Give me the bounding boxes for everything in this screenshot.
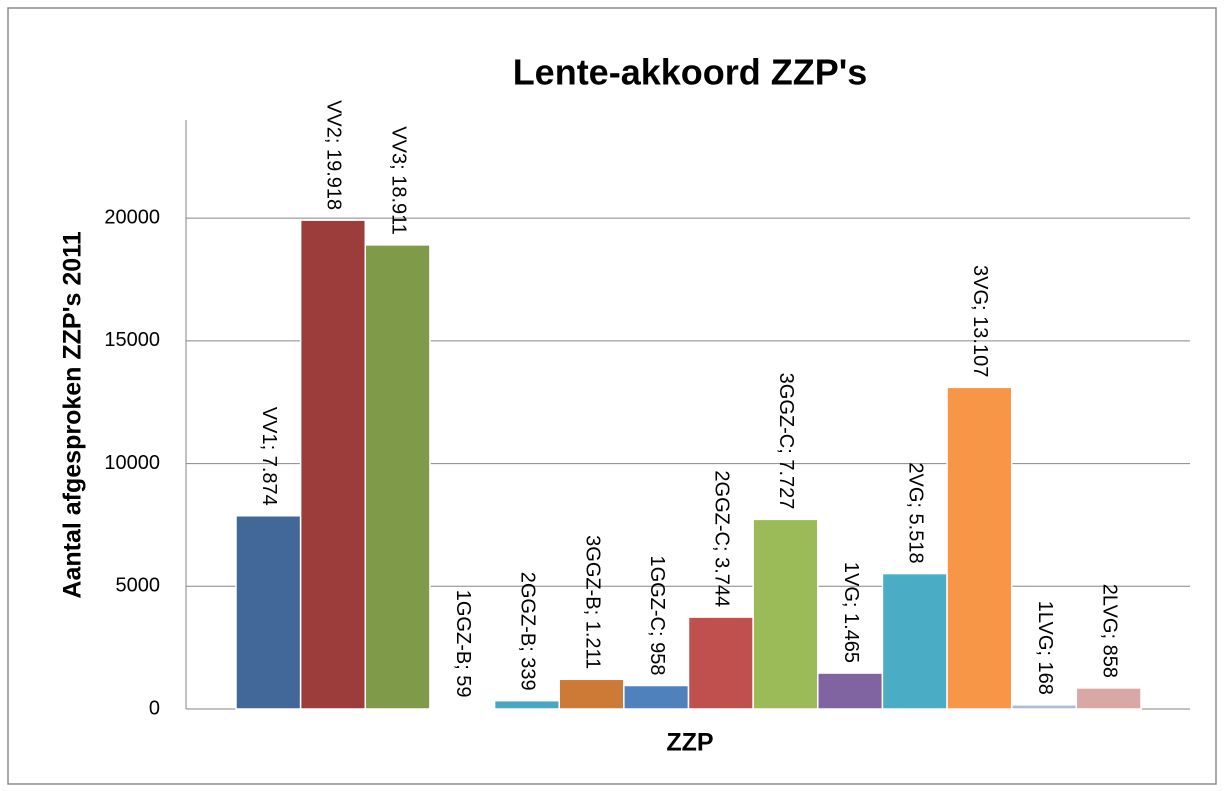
data-label: 3GGZ-B; 1.211 — [581, 535, 603, 669]
data-label: VV3; 18.911 — [387, 126, 409, 235]
bar — [299, 219, 367, 710]
bar — [687, 616, 754, 710]
data-label: 1LVG; 168 — [1034, 601, 1056, 695]
y-tick-label: 10000 — [104, 452, 160, 474]
chart-border — [7, 7, 1217, 785]
bar — [1075, 687, 1142, 710]
bar — [752, 518, 819, 710]
bar — [623, 684, 690, 710]
y-axis-label: Aantal afgesproken ZZP's 2011 — [59, 231, 87, 598]
y-tick-label: 20000 — [104, 206, 160, 228]
data-label: 3VG; 13.107 — [969, 265, 991, 377]
data-label: 2GGZ-C; 3.744 — [711, 470, 733, 607]
data-label: 1GGZ-C; 958 — [646, 555, 668, 675]
data-label: VV1; 7.874 — [258, 407, 280, 506]
x-axis-label: ZZP — [666, 729, 713, 757]
bar — [235, 515, 302, 710]
y-tick-label: 15000 — [104, 329, 160, 351]
bar — [493, 699, 560, 710]
bar — [817, 672, 884, 710]
data-label: 1VG; 1.465 — [840, 562, 862, 663]
bar — [881, 572, 948, 710]
y-tick-label: 5000 — [116, 575, 161, 597]
data-label: 2GGZ-B; 339 — [517, 572, 539, 691]
data-label: 2LVG; 858 — [1098, 584, 1120, 678]
y-tick-label: 0 — [149, 697, 160, 719]
bar — [558, 678, 625, 710]
data-label: 3GGZ-C; 7.727 — [775, 373, 797, 510]
data-label: 2VG; 5.518 — [904, 462, 926, 563]
data-label: 1GGZ-B; 59 — [452, 590, 474, 698]
chart-title: Lente-akkoord ZZP's — [513, 52, 868, 93]
bar — [429, 706, 496, 710]
bar — [946, 386, 1013, 710]
bar — [1010, 704, 1078, 710]
data-label: VV2; 19.918 — [323, 100, 345, 210]
bar — [364, 244, 431, 710]
